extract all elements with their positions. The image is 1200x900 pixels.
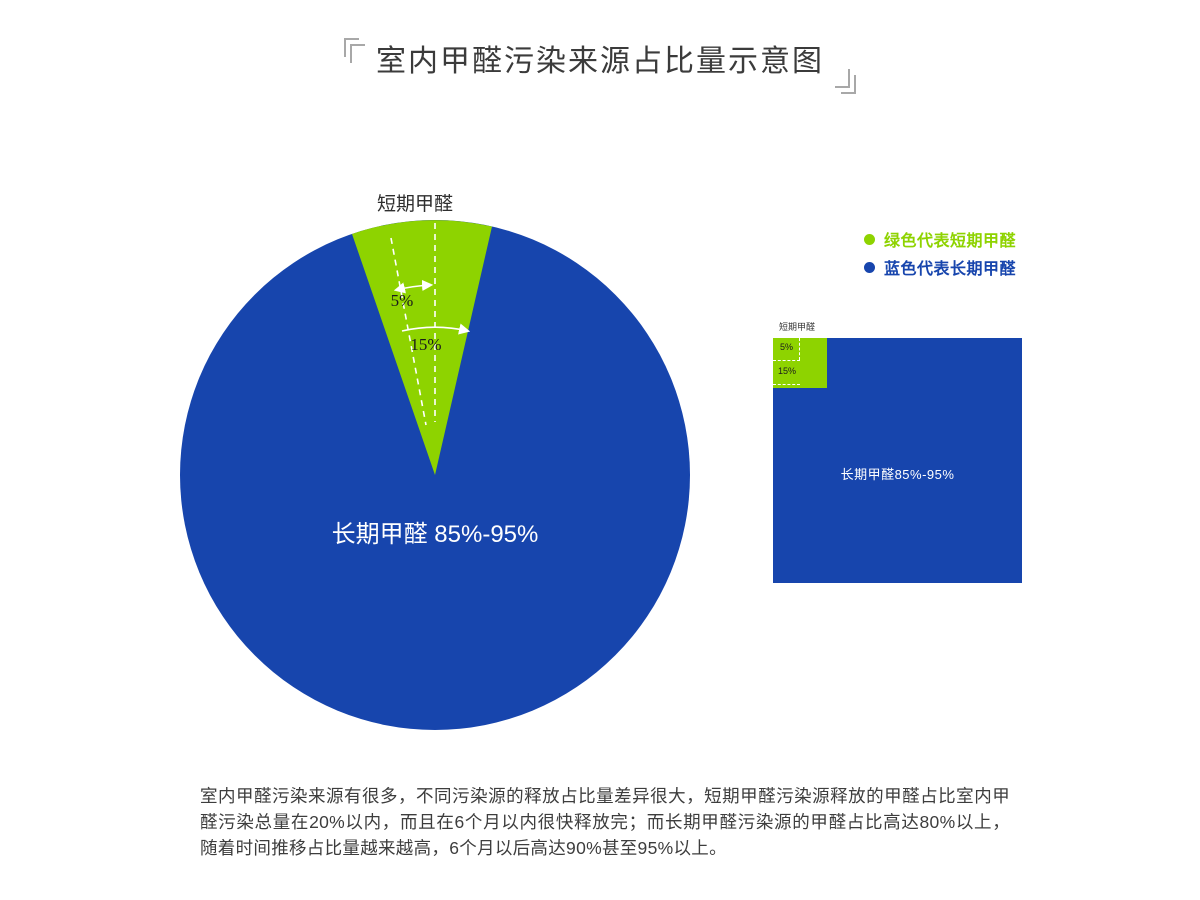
square-short-term-label: 短期甲醛 — [779, 322, 816, 332]
legend-item-short-term: 绿色代表短期甲醛 — [864, 229, 1017, 250]
legend-label-long-term: 蓝色代表长期甲醛 — [884, 261, 1017, 278]
square-pct-max-label: 15% — [778, 366, 797, 376]
pie-pct-min-label: 5% — [391, 291, 414, 310]
legend-blue-dot-icon — [864, 261, 875, 273]
pie-chart: 短期甲醛 5% 15% 长期甲醛 85%-95% — [180, 190, 700, 740]
pie-arrow-15pct — [401, 323, 471, 335]
pie-short-term-label: 短期甲醛 — [377, 193, 453, 215]
legend-green-dot-icon — [864, 233, 875, 245]
pie-arrow-5pct — [393, 279, 434, 294]
square-pct-min-label: 5% — [780, 342, 794, 352]
title-bracket-right-icon — [834, 60, 856, 94]
square-long-term-area: 5% 15% 长期甲醛85%-95% — [773, 338, 1022, 583]
square-dashed-line-vertical — [799, 338, 800, 360]
page-title: 室内甲醛污染来源占比量示意图 — [376, 45, 824, 78]
legend: 绿色代表短期甲醛 蓝色代表长期甲醛 — [864, 229, 1017, 278]
square-dashed-line-top — [773, 360, 800, 361]
title-row: 室内甲醛污染来源占比量示意图 — [0, 38, 1200, 94]
description-paragraph: 室内甲醛污染来源有很多，不同污染源的释放占比量差异很大，短期甲醛污染源释放的甲醛… — [200, 785, 1010, 858]
legend-item-long-term: 蓝色代表长期甲醛 — [864, 257, 1017, 278]
pie-pct-max-label: 15% — [410, 335, 441, 354]
pie-long-term-label: 长期甲醛 85%-95% — [332, 521, 539, 548]
pie-short-term-slice — [352, 220, 492, 475]
square-dashed-line-bottom — [773, 384, 800, 385]
pie-dashed-line-left — [390, 237, 427, 426]
legend-label-short-term: 绿色代表短期甲醛 — [884, 233, 1017, 250]
title-bracket-left-icon — [344, 38, 366, 72]
square-chart: 短期甲醛 5% 15% 长期甲醛85%-95% — [773, 321, 1022, 583]
square-long-term-label: 长期甲醛85%-95% — [840, 467, 955, 482]
square-short-term-area: 5% 15% — [773, 338, 827, 388]
pie-chart-svg: 短期甲醛 5% 15% 长期甲醛 85%-95% — [180, 193, 690, 730]
